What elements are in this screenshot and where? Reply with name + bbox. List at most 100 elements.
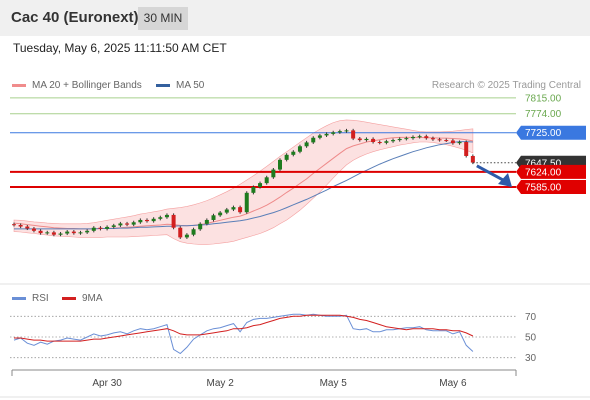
- candle-body: [71, 231, 76, 234]
- candle-body: [238, 207, 243, 213]
- candle-body: [31, 228, 36, 231]
- candle-body: [430, 138, 435, 140]
- timestamp: Tuesday, May 6, 2025 11:11:50 AM CET: [13, 41, 227, 55]
- candle-body: [111, 225, 116, 227]
- candle-body: [251, 187, 256, 193]
- price-tag-bg-7725.00: [516, 125, 586, 140]
- candle-body: [244, 192, 249, 213]
- candle-body: [224, 209, 229, 213]
- candle-body: [278, 159, 282, 170]
- ma20-swatch: [12, 83, 26, 87]
- candle-body: [151, 218, 156, 222]
- ma50-swatch: [156, 83, 170, 87]
- candle-body: [18, 225, 23, 227]
- candle-body: [337, 131, 342, 133]
- instrument-title: Cac 40 (Euronext): [11, 9, 139, 26]
- credit-text: Research © 2025 Trading Central: [431, 80, 581, 91]
- candle-body: [138, 219, 143, 223]
- price-tag-bg-7624.00: [516, 164, 586, 179]
- candle-body: [258, 183, 263, 187]
- bollinger-band: [13, 119, 474, 245]
- candle-body: [364, 138, 369, 141]
- ma9-legend: 9MA: [62, 293, 103, 304]
- candle-body: [12, 224, 16, 226]
- rsi-tick-label: 50: [525, 333, 537, 344]
- rsi-legend-label: RSI: [32, 293, 49, 304]
- ma50-line: [14, 141, 473, 230]
- candle-body: [91, 227, 96, 231]
- candle-body: [457, 142, 462, 144]
- rsi-ma9-line: [14, 314, 474, 342]
- candle-body: [384, 141, 389, 143]
- candle-body: [85, 230, 90, 233]
- candle-body: [178, 227, 183, 238]
- x-tick-label: May 2: [207, 378, 235, 389]
- candle-body: [204, 219, 209, 224]
- price-label-7585.00: 7585.00: [525, 183, 562, 194]
- candle-body: [184, 234, 189, 238]
- candle-body: [131, 222, 136, 225]
- candle-body: [45, 232, 50, 234]
- candle-body: [344, 130, 349, 132]
- candle-body: [297, 146, 302, 152]
- candle-body: [284, 154, 289, 160]
- rsi-tick-label: 30: [525, 353, 537, 364]
- price-label-7647.50: 7647.50: [525, 158, 562, 169]
- price-tag-bg-7585.00: [516, 180, 586, 194]
- candle-body: [145, 219, 149, 222]
- candle-body: [164, 214, 169, 218]
- candle-body: [65, 231, 70, 234]
- candle-body: [231, 207, 236, 210]
- candle-body: [357, 138, 362, 141]
- candle-body: [404, 138, 409, 140]
- candle-body: [317, 135, 322, 138]
- candle-body: [351, 130, 356, 139]
- candle-body: [264, 177, 269, 184]
- x-tick-label: Apr 30: [92, 378, 122, 389]
- candle-body: [271, 169, 276, 178]
- rsi-line: [13, 313, 474, 355]
- interval-button[interactable]: 30 MIN: [138, 7, 188, 30]
- candle-body: [324, 133, 329, 136]
- ma9-swatch: [62, 296, 76, 300]
- price-label-7624.00: 7624.00: [525, 167, 562, 178]
- candle-body: [171, 214, 176, 228]
- candle-body: [38, 230, 43, 234]
- candle-body: [211, 215, 216, 220]
- candle-body: [311, 137, 316, 143]
- candle-body: [424, 136, 429, 139]
- candle-body: [158, 217, 163, 219]
- candle-body: [417, 136, 422, 138]
- candle-body: [25, 226, 30, 229]
- candle-body: [470, 155, 475, 163]
- candle-body: [125, 223, 130, 225]
- candle-body: [331, 132, 336, 134]
- candle-body: [411, 136, 415, 139]
- candle-body: [444, 140, 449, 142]
- ma50-legend-label: MA 50: [176, 80, 205, 91]
- forecast-arrow-shaft: [476, 164, 506, 183]
- candle-body: [118, 223, 123, 226]
- candle-body: [450, 140, 455, 144]
- rsi-tick-label: 70: [525, 312, 537, 323]
- candle-body: [304, 142, 309, 147]
- candle-body: [437, 139, 442, 141]
- candle-body: [78, 232, 83, 234]
- ma9-legend-label: 9MA: [82, 293, 103, 304]
- x-tick-label: May 6: [439, 378, 467, 389]
- candle-body: [198, 223, 203, 230]
- chart-header: Cac 40 (Euronext) 30 MIN: [0, 0, 590, 36]
- candle-body: [58, 233, 63, 235]
- rsi-swatch: [12, 296, 26, 300]
- candle-body: [371, 138, 376, 143]
- rsi-legend: RSI: [12, 293, 49, 304]
- candle-body: [377, 142, 382, 144]
- ma20-legend: MA 20 + Bollinger Bands: [12, 80, 142, 91]
- price-label-7815.00: 7815.00: [525, 93, 562, 104]
- candle-body: [464, 142, 469, 156]
- candle-body: [391, 140, 396, 142]
- x-tick-label: May 5: [320, 378, 348, 389]
- candle-body: [218, 212, 223, 216]
- price-label-7774.00: 7774.00: [525, 109, 562, 120]
